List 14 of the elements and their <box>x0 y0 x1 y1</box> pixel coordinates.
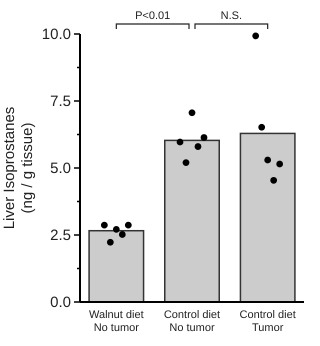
y-tick-label: 2.5 <box>50 226 71 244</box>
x-tick-label: Control diet Tumor <box>240 309 296 334</box>
y-tick-label: 10.0 <box>42 26 71 43</box>
y-axis-title: Liver Isoprostanes (ng / g tissue) <box>1 106 36 230</box>
text: P<0.01 <box>135 10 170 22</box>
y-tick-label: 7.5 <box>50 92 71 110</box>
bar <box>240 132 296 303</box>
x-tick-label: Walnut diet No tumor <box>89 309 144 334</box>
x-tick-label: Control diet No tumor <box>164 309 220 334</box>
bar <box>164 140 220 303</box>
y-tick-label: 0.0 <box>50 294 71 311</box>
text: N.S. <box>220 10 242 22</box>
bar <box>88 230 144 303</box>
y-tick-label: 5.0 <box>50 160 71 177</box>
